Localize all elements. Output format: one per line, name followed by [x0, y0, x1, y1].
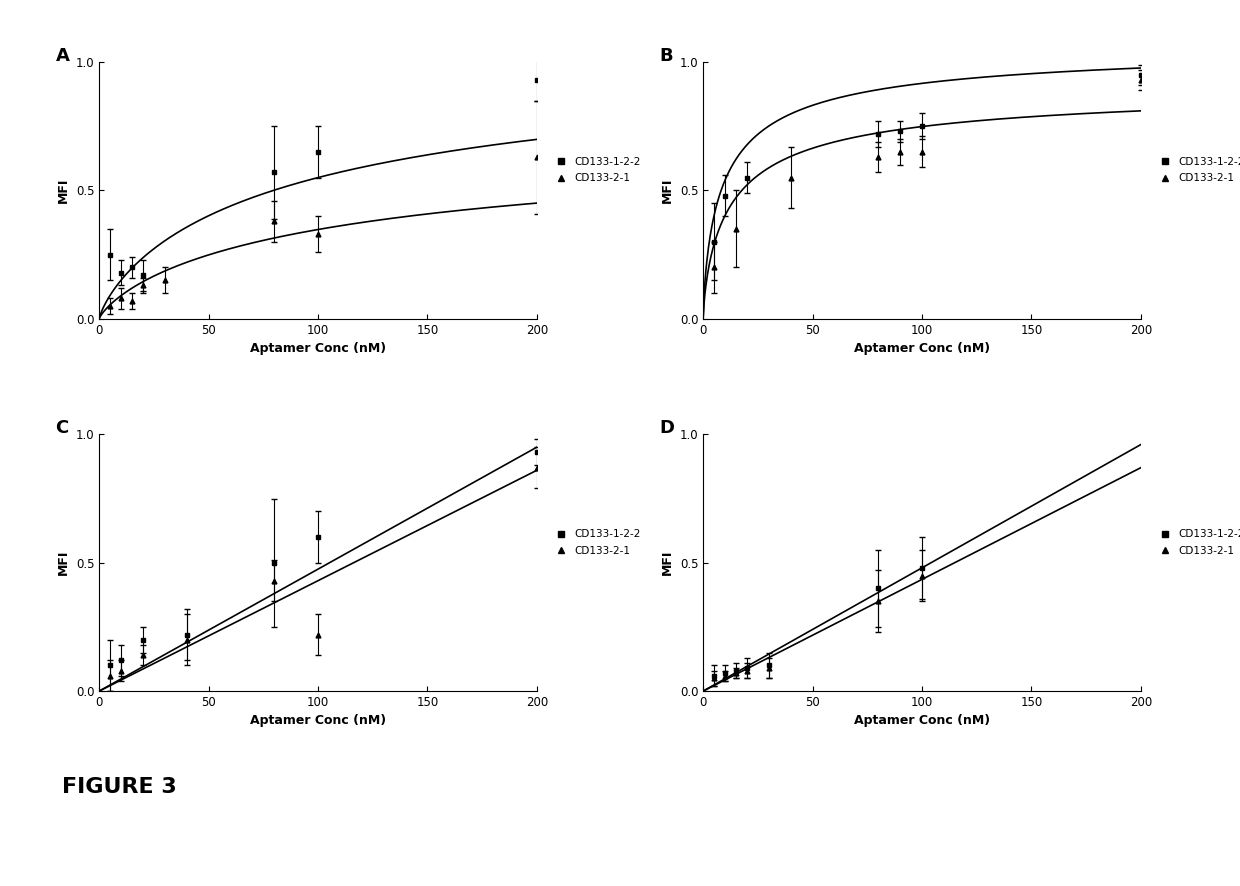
X-axis label: Aptamer Conc (nM): Aptamer Conc (nM)	[854, 342, 990, 355]
X-axis label: Aptamer Conc (nM): Aptamer Conc (nM)	[854, 714, 990, 727]
Y-axis label: MFI: MFI	[661, 550, 675, 575]
Y-axis label: MFI: MFI	[57, 178, 71, 203]
Text: FIGURE 3: FIGURE 3	[62, 777, 177, 797]
Legend: CD133-1-2-2, CD133-2-1: CD133-1-2-2, CD133-2-1	[1154, 157, 1240, 183]
Y-axis label: MFI: MFI	[661, 178, 675, 203]
Text: B: B	[660, 47, 673, 65]
Legend: CD133-1-2-2, CD133-2-1: CD133-1-2-2, CD133-2-1	[551, 530, 641, 556]
Legend: CD133-1-2-2, CD133-2-1: CD133-1-2-2, CD133-2-1	[551, 157, 641, 183]
X-axis label: Aptamer Conc (nM): Aptamer Conc (nM)	[250, 342, 386, 355]
Text: C: C	[56, 419, 68, 437]
Text: D: D	[660, 419, 675, 437]
X-axis label: Aptamer Conc (nM): Aptamer Conc (nM)	[250, 714, 386, 727]
Legend: CD133-1-2-2, CD133-2-1: CD133-1-2-2, CD133-2-1	[1154, 530, 1240, 556]
Text: A: A	[56, 47, 69, 65]
Y-axis label: MFI: MFI	[57, 550, 71, 575]
